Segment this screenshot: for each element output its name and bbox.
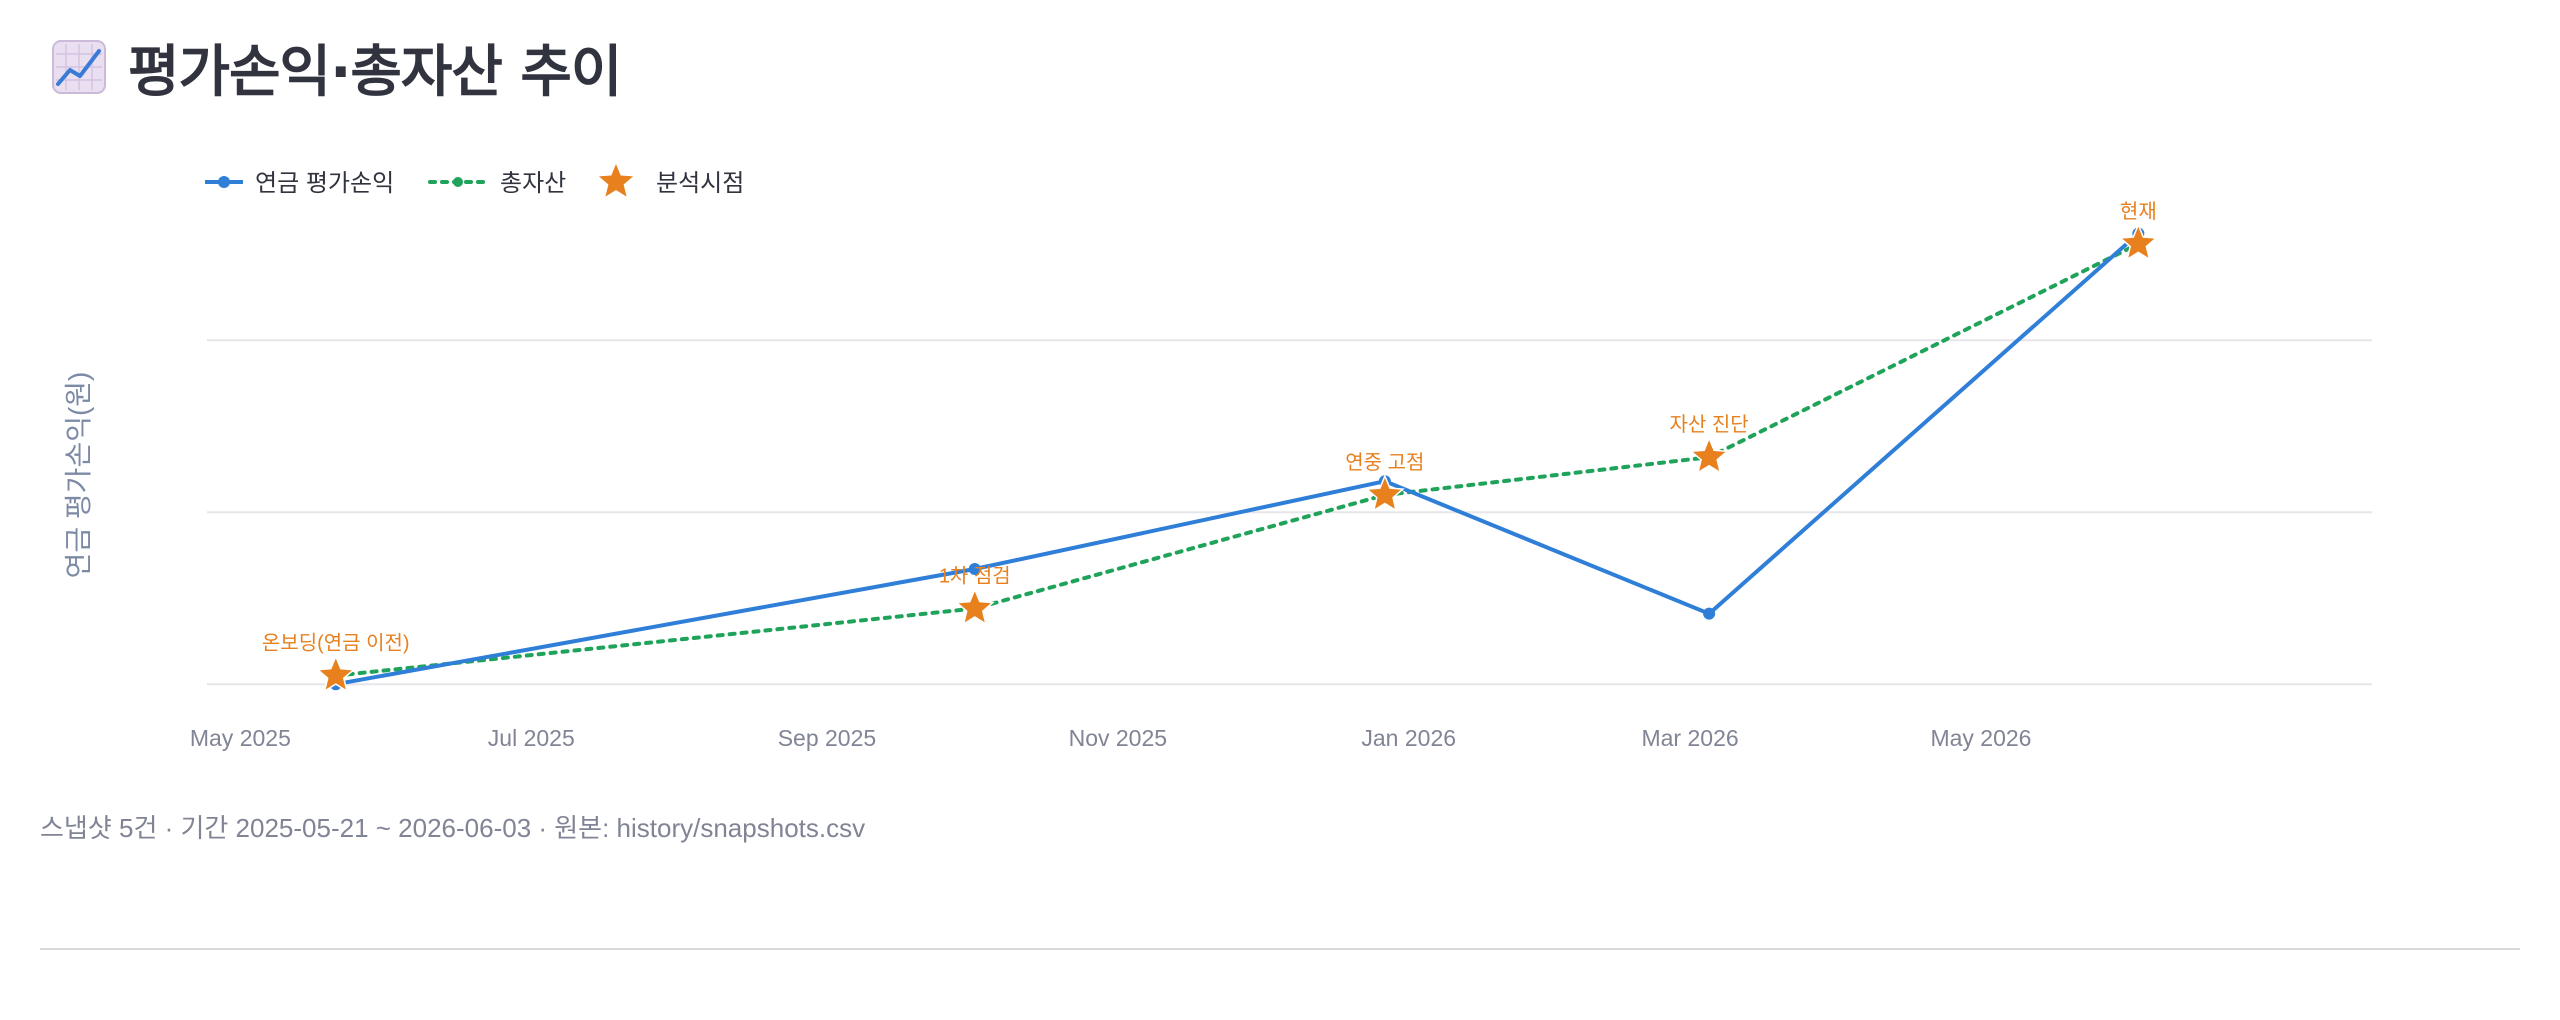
series-line-pension-pnl <box>335 232 2140 687</box>
analysis-point-label: 온보딩(연금 이전) <box>262 632 410 655</box>
x-tick-label: Jan 2026 <box>1361 725 1456 751</box>
analysis-point-star <box>2118 222 2159 261</box>
analysis-point-label: 현재 <box>2120 200 2157 223</box>
legend-label-analysis-point: 분석시점 <box>656 170 744 197</box>
x-tick-label: Jul 2025 <box>488 725 575 751</box>
analysis-point-label: 연중 고점 <box>1345 451 1424 474</box>
series-line-total-assets <box>333 241 2141 678</box>
grid <box>207 339 2372 686</box>
analysis-point-label: 1차 점검 <box>939 565 1011 588</box>
pension-pnl-point <box>1703 607 1716 620</box>
legend-marker-total-assets <box>453 177 463 187</box>
analysis-point-star <box>954 587 995 626</box>
line-chart: May 2025 Jul 2025 Sep 2025 Nov 2025 Jan 2026… <box>63 164 2372 751</box>
pension-pnl-point <box>968 562 981 575</box>
x-tick-label: Sep 2025 <box>778 725 876 751</box>
y-axis-label: 연금 평가손익(원) <box>63 372 94 579</box>
divider <box>40 948 2520 950</box>
x-tick-label: Mar 2026 <box>1641 725 1738 751</box>
analysis-point-star <box>1689 436 1730 475</box>
x-tick-label: May 2026 <box>1930 725 2031 751</box>
analysis-point-star <box>315 654 356 693</box>
x-tick-label: May 2025 <box>190 725 291 751</box>
chart-increasing-icon <box>52 40 106 94</box>
page-header: 평가손익·총자산 추이 <box>52 28 622 106</box>
x-axis: May 2025 Jul 2025 Sep 2025 Nov 2025 Jan 2026… <box>190 725 2032 751</box>
page-title: 평가손익·총자산 추이 <box>128 39 622 105</box>
legend-swatch-analysis-point <box>598 164 634 197</box>
legend-label-pension-pnl: 연금 평가손익 <box>255 170 394 197</box>
snapshot-caption: 스냅샷 5건 · 기간 2025-05-21 ~ 2026-06-03 · 원본… <box>40 813 866 843</box>
analysis-point-label: 자산 진단 <box>1670 413 1749 436</box>
legend[interactable]: 연금 평가손익 총자산 분석시점 <box>205 164 744 197</box>
analysis-point-star <box>1364 474 1405 512</box>
legend-label-total-assets: 총자산 <box>500 170 566 197</box>
plot-area: 온보딩(연금 이전) 1차 점검 연중 고점 자산 진단 현재 <box>262 200 2159 693</box>
legend-marker-pension-pnl <box>218 176 230 188</box>
x-tick-label: Nov 2025 <box>1069 725 1167 751</box>
